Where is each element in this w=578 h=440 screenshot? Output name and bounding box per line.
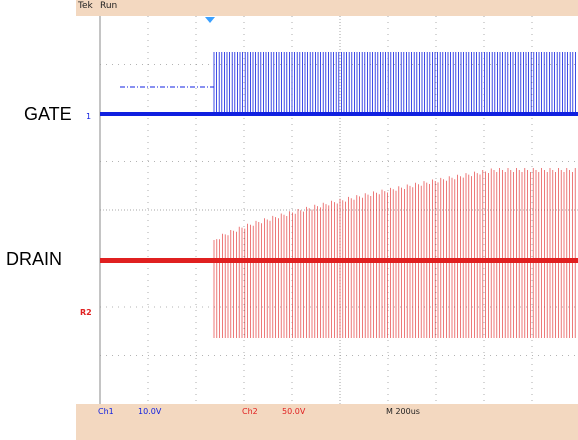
gate-label: GATE bbox=[24, 104, 72, 124]
run-status: Run bbox=[100, 1, 118, 11]
ch2-label: Ch2 bbox=[242, 407, 258, 416]
ch2-ground-marker: R2 bbox=[80, 308, 92, 317]
brand-label: Tek bbox=[78, 1, 93, 11]
timebase: M 200us bbox=[386, 407, 420, 416]
trigger-position-icon bbox=[205, 17, 215, 23]
ch2-drain-trace bbox=[100, 168, 578, 338]
ch1-ground-marker: 1 bbox=[86, 112, 91, 121]
ch1-gate-trace bbox=[100, 52, 578, 116]
ch1-label: Ch1 bbox=[98, 407, 114, 416]
status-bar: Tek Run bbox=[76, 0, 578, 16]
channel-scale-bar: Ch1 10.0V Ch2 50.0V M 200us bbox=[76, 404, 578, 440]
drain-label: DRAIN bbox=[6, 249, 63, 269]
ch1-scale: 10.0V bbox=[138, 407, 162, 416]
ch2-scale: 50.0V bbox=[282, 407, 306, 416]
